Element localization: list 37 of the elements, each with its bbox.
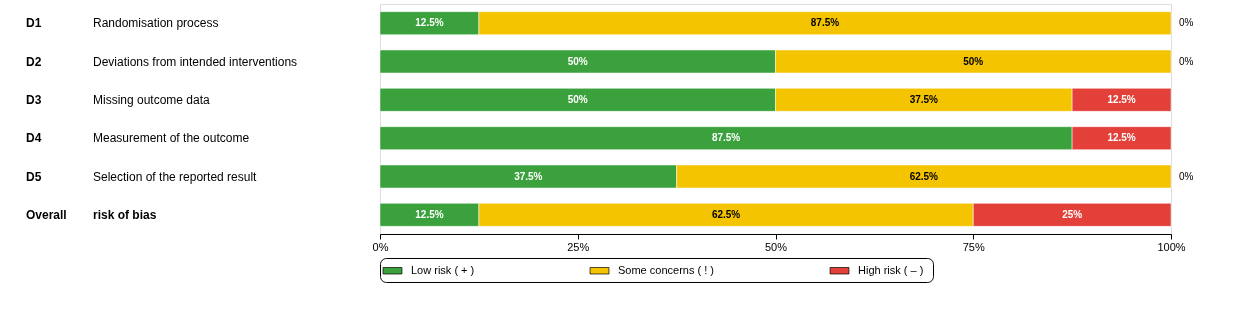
data-label: 87.5% [810,17,840,29]
data-label: 62.5% [711,208,741,220]
text: D2 [26,54,42,69]
x-tick-label: 0% [372,240,389,253]
text: Overall [26,207,67,222]
x-tick-label: 100% [1157,240,1186,253]
legend-label: Low risk ( + ) [411,263,475,276]
data-label: 12.5% [1107,93,1136,105]
data-label: 0% [1179,17,1194,29]
legend-label: High risk ( – ) [858,263,924,276]
y-tick-label: Missing outcome data [93,92,211,107]
x-tick-label: 50% [764,240,788,253]
x-tick-label: 25% [567,240,590,253]
text: D1 [26,16,42,31]
y-tick-label: Selection of the reported result [93,169,258,184]
data-label: 50% [963,55,984,67]
y-tick-label: Deviations from intended interventions [93,54,298,69]
data-label: 50% [567,55,588,67]
data-label: 12.5% [1107,132,1136,144]
text: D3 [26,92,42,107]
y-tick-label: Randomisation process [93,16,219,31]
text: D4 [26,131,42,146]
data-label: 50% [567,93,588,105]
y-tick-label: Measurement of the outcome [93,131,250,146]
data-label: 62.5% [909,170,939,182]
data-label: 0% [1179,55,1194,67]
legend-label: Some concerns ( ! ) [618,263,714,276]
y-tick-label: risk of bias [93,207,157,222]
data-label: 37.5% [514,170,543,182]
data-label: 0% [1179,170,1194,182]
x-tick-label: 75% [962,240,985,253]
data-label: 12.5% [415,17,444,29]
data-label: 12.5% [415,208,444,220]
data-label: 25% [1062,208,1083,220]
text: D5 [26,169,42,184]
data-label: 37.5% [909,93,939,105]
data-label: 87.5% [711,132,741,144]
